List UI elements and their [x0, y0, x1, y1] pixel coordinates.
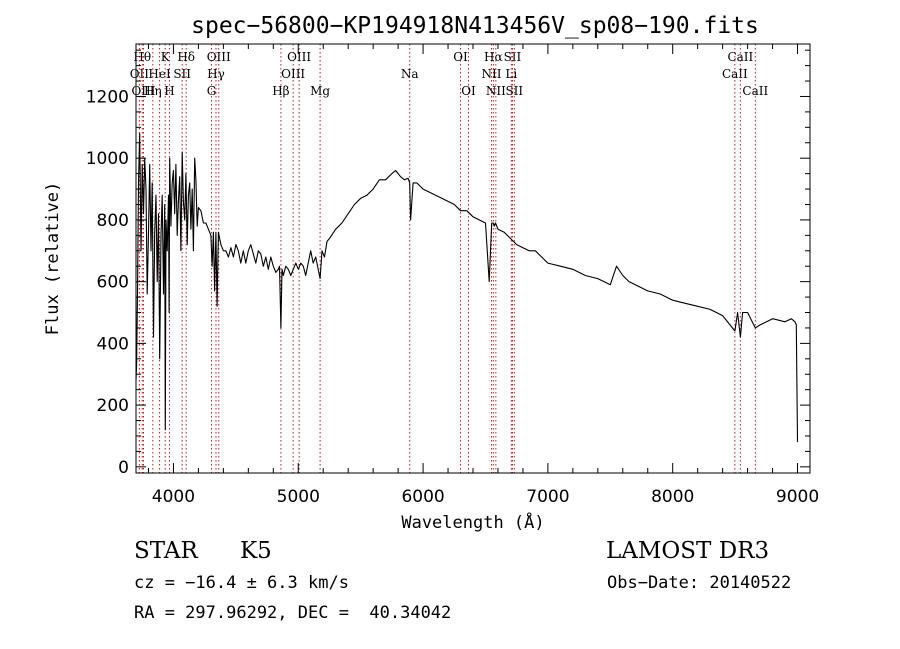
y-axis-label: Flux (relative) [43, 182, 63, 336]
line-label-1: Hθ [133, 50, 151, 64]
line-label-8: Hδ [177, 50, 195, 64]
line-label-13: OIII [281, 67, 305, 81]
x-axis-label: Wavelength (Å) [401, 511, 544, 533]
y-tick-label-5: 1000 [86, 149, 129, 169]
x-tick-label-3: 7000 [526, 487, 569, 507]
x-tick-label-2: 6000 [401, 487, 444, 507]
line-label-2: OIII [131, 84, 155, 98]
y-tick-label-3: 600 [97, 273, 129, 293]
line-label-17: OI [453, 50, 468, 64]
obs-date-text: Obs−Date: 20140522 [607, 573, 792, 593]
line-label-21: NII [486, 84, 506, 98]
line-label-18: OI [461, 84, 476, 98]
line-label-10: Hγ [207, 67, 225, 81]
line-label-19: NII [481, 67, 501, 81]
y-tick-label-1: 200 [97, 396, 129, 416]
line-label-25: CaII [722, 67, 748, 81]
line-label-7: SII [173, 67, 191, 81]
plot-frame [135, 43, 811, 474]
line-label-6: H [164, 84, 174, 98]
redshift-text: cz = −16.4 ± 6.3 km/s [134, 573, 349, 593]
line-label-16: Na [401, 67, 419, 81]
line-label-15: Mg [310, 84, 330, 98]
y-tick-label-4: 800 [97, 211, 129, 231]
line-label-5: K [161, 50, 171, 64]
x-tick-label-5: 9000 [776, 487, 819, 507]
line-label-3: Hη [144, 84, 162, 98]
y-tick-label-0: 0 [118, 458, 129, 478]
line-label-12: Hβ [272, 84, 289, 98]
line-label-26: CaII [727, 50, 753, 64]
line-label-9: G [207, 84, 217, 98]
line-label-23: SII [504, 50, 522, 64]
flux-line [135, 132, 799, 443]
x-tick-label-0: 4000 [152, 487, 195, 507]
line-label-4: HeI [148, 67, 171, 81]
line-label-24: SII [505, 84, 523, 98]
chart-title: spec−56800−KP194918N413456V_sp08−190.fit… [191, 13, 759, 39]
line-label-11: OIII [207, 50, 231, 64]
x-tick-label-1: 5000 [277, 487, 320, 507]
survey-name: LAMOST DR3 [606, 538, 770, 564]
line-label-20: Hα [484, 50, 503, 64]
object-class: STAR [134, 538, 198, 564]
coordinates-text: RA = 297.96292, DEC = 40.34042 [134, 603, 452, 623]
object-subclass: K5 [240, 538, 272, 564]
x-tick-label-4: 8000 [651, 487, 694, 507]
line-label-27: CaII [742, 84, 768, 98]
y-tick-label-6: 1200 [86, 87, 129, 107]
line-label-22: Li [505, 67, 517, 81]
y-tick-label-2: 400 [97, 334, 129, 354]
line-label-14: OIII [287, 50, 311, 64]
line-label-0: OII [130, 67, 150, 81]
